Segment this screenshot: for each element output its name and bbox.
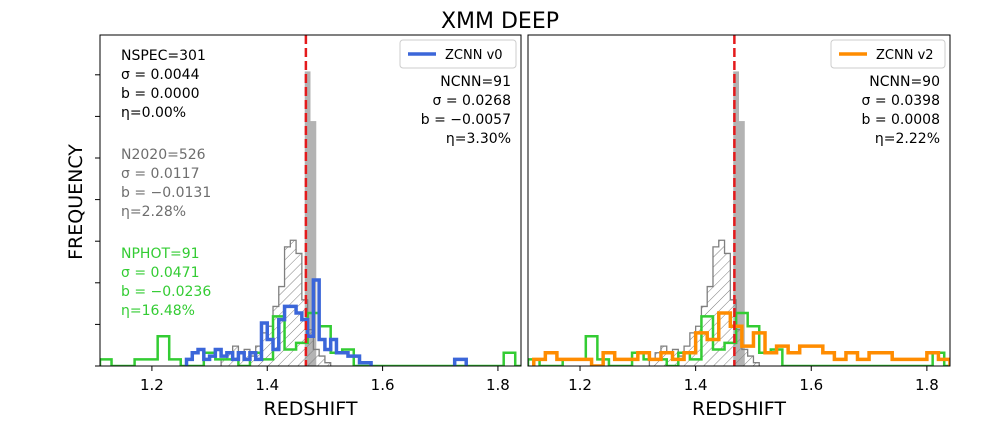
stat-spec: σ = 0.0044 — [121, 67, 200, 83]
zcnn-histogram — [532, 311, 950, 366]
stat-phot: b = −0.0236 — [121, 284, 211, 300]
stat-n2020: σ = 0.0117 — [121, 166, 200, 182]
spec-bar — [310, 121, 317, 366]
x-axis-label: REDSHIFT — [692, 398, 786, 420]
y-axis-label: FREQUENCY — [65, 144, 87, 260]
n2020-histogram — [220, 239, 332, 366]
zcnn-extra-bin — [452, 357, 468, 366]
stat-right: η=3.30% — [446, 131, 511, 147]
spec-bar — [739, 121, 745, 366]
stat-phot: η=16.48% — [121, 303, 195, 319]
stat-phot: NPHOT=91 — [121, 246, 200, 262]
stat-right: NCNN=90 — [869, 74, 940, 90]
stat-spec: η=0.00% — [121, 105, 186, 121]
x-tick-label: 1.4 — [684, 376, 708, 394]
stat-right: η=2.22% — [875, 131, 940, 147]
spec-bar — [733, 71, 739, 366]
x-tick-label: 1.8 — [915, 376, 939, 394]
x-tick-label: 1.6 — [799, 376, 823, 394]
x-tick-label: 1.2 — [568, 376, 592, 394]
right-panel: 1.2 1.4 1.6 1.8 REDSHIFT ZCNN v2 NCNN=90 σ = 0.… — [527, 34, 951, 420]
zcnn-histogram — [184, 278, 373, 366]
stat-phot: σ = 0.0471 — [121, 265, 200, 281]
stat-spec: NSPEC=301 — [121, 48, 206, 64]
stat-spec: b = 0.0000 — [121, 86, 200, 102]
legend-box — [399, 39, 517, 69]
phot-histogram — [100, 311, 521, 366]
x-tick-label: 1.4 — [255, 376, 279, 394]
legend-label: ZCNN v2 — [876, 48, 934, 63]
x-tick-label: 1.8 — [486, 376, 510, 394]
stat-n2020: N2020=526 — [121, 147, 206, 163]
stat-right: σ = 0.0268 — [433, 93, 512, 109]
x-tick-label: 1.6 — [371, 376, 395, 394]
stat-right: σ = 0.0398 — [862, 93, 941, 109]
phot-histogram — [528, 311, 950, 366]
stat-right: b = 0.0008 — [861, 112, 940, 128]
stat-right: b = −0.0057 — [421, 112, 511, 128]
stat-right: NCNN=91 — [440, 74, 511, 90]
axes-frame — [99, 34, 522, 367]
stat-n2020: b = −0.0131 — [121, 185, 211, 201]
x-tick-label: 1.2 — [140, 376, 164, 394]
plot-area — [100, 35, 521, 366]
x-axis-label: REDSHIFT — [264, 398, 358, 420]
axes-frame — [527, 34, 951, 367]
plot-area — [528, 35, 950, 366]
legend-label: ZCNN v0 — [445, 48, 503, 63]
legend-box — [830, 39, 946, 69]
left-panel: 1.2 1.4 1.6 1.8 REDSHIFT ZCNN v0 NCNN=91 σ = 0.… — [95, 34, 522, 420]
figure-title: XMM DEEP — [441, 9, 559, 34]
stat-n2020: η=2.28% — [121, 204, 186, 220]
spec-bar — [304, 71, 311, 366]
